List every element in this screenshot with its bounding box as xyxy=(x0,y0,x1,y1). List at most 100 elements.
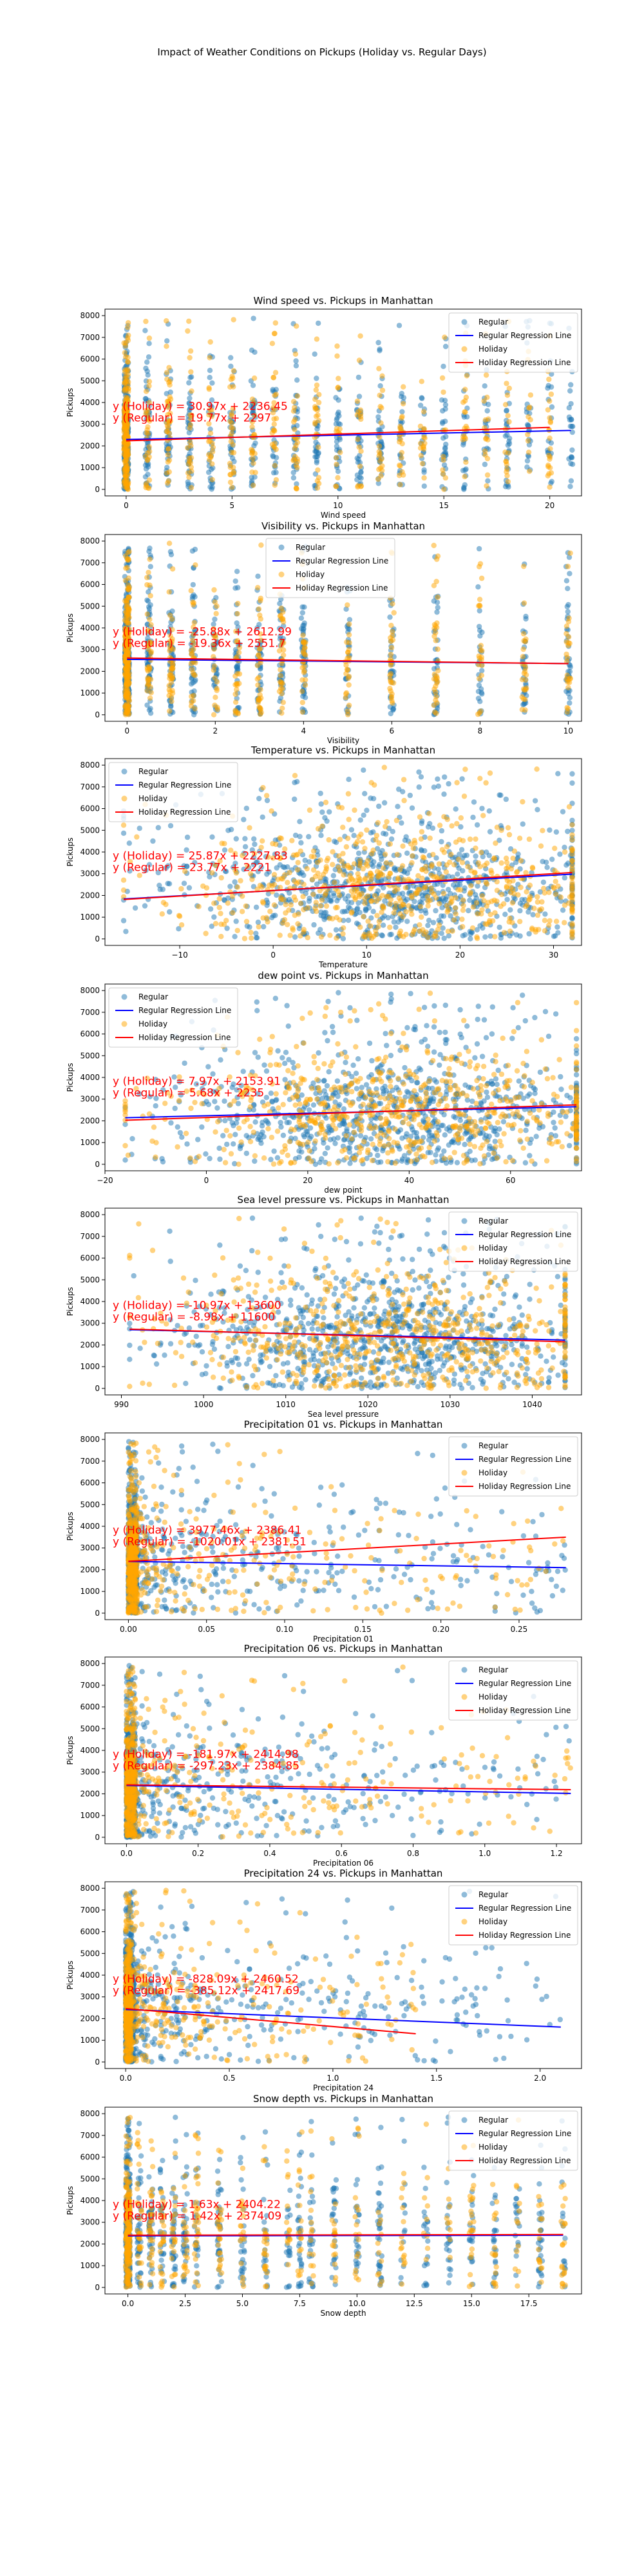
x-tick-label: 2 xyxy=(213,726,218,735)
holiday-point xyxy=(492,934,498,940)
holiday-point xyxy=(290,399,297,404)
holiday-point xyxy=(229,893,236,900)
legend-regular-marker xyxy=(278,544,285,551)
holiday-point xyxy=(426,811,432,817)
holiday-point xyxy=(402,885,409,891)
regular-point xyxy=(486,401,491,408)
regular-point xyxy=(466,907,471,914)
regular-point xyxy=(416,769,422,775)
holiday-point xyxy=(281,916,288,923)
regular-point xyxy=(381,800,388,806)
holiday-point xyxy=(211,626,216,632)
holiday-point xyxy=(120,887,127,893)
holiday-point xyxy=(242,936,248,942)
holiday-point xyxy=(285,880,290,886)
holiday-point xyxy=(258,844,264,851)
regular-point xyxy=(234,662,241,668)
holiday-point xyxy=(320,871,327,878)
holiday-point xyxy=(462,398,468,404)
regular-point xyxy=(540,858,545,865)
holiday-point xyxy=(542,890,547,896)
regular-point xyxy=(233,836,239,842)
holiday-point xyxy=(259,884,265,890)
holiday-point xyxy=(397,933,404,939)
regular-point xyxy=(479,806,485,811)
holiday-point xyxy=(243,903,249,909)
holiday-point xyxy=(482,448,488,454)
holiday-point xyxy=(341,863,347,869)
holiday-point xyxy=(278,896,284,902)
holiday-point xyxy=(401,777,407,782)
regular-point xyxy=(252,474,258,480)
holiday-point xyxy=(227,419,233,424)
holiday-point xyxy=(252,413,258,419)
regular-point xyxy=(458,824,464,830)
holiday-point xyxy=(443,869,449,875)
regular-point xyxy=(137,1091,142,1097)
legend-holiday-marker xyxy=(461,346,468,352)
holiday-point xyxy=(317,875,323,881)
regular-point xyxy=(241,866,247,873)
holiday-point xyxy=(545,462,551,468)
holiday-point xyxy=(484,921,490,927)
holiday-point xyxy=(251,851,258,857)
holiday-point xyxy=(478,643,484,649)
holiday-point xyxy=(120,877,127,883)
holiday-point xyxy=(125,486,131,493)
regular-point xyxy=(370,829,376,835)
holiday-point xyxy=(298,933,303,939)
holiday-point xyxy=(258,706,263,712)
holiday-point xyxy=(121,340,127,346)
holiday-point xyxy=(397,898,404,904)
regular-point xyxy=(475,883,480,889)
holiday-point xyxy=(256,606,262,612)
holiday-point xyxy=(148,690,154,696)
regular-point xyxy=(376,803,382,810)
regular-point xyxy=(446,1142,452,1148)
regular-point xyxy=(147,545,153,551)
regular-point xyxy=(504,432,510,438)
x-tick-label: 8 xyxy=(478,726,483,735)
holiday-point xyxy=(369,935,375,942)
regular-point xyxy=(293,363,299,369)
holiday-point xyxy=(345,676,351,681)
regular-point xyxy=(185,479,191,485)
holiday-point xyxy=(346,654,352,661)
holiday-point xyxy=(230,375,236,381)
holiday-point xyxy=(280,652,287,658)
holiday-point xyxy=(278,855,283,861)
holiday-point xyxy=(301,882,307,887)
holiday-point xyxy=(313,413,319,419)
holiday-point xyxy=(539,899,545,905)
holiday-point xyxy=(346,621,352,627)
holiday-point xyxy=(431,583,437,589)
regular-point xyxy=(533,1133,539,1139)
holiday-point xyxy=(286,907,292,913)
holiday-point xyxy=(492,910,498,916)
holiday-point xyxy=(276,688,283,694)
holiday-point xyxy=(248,929,254,936)
holiday-point xyxy=(323,866,330,872)
regular-point xyxy=(497,837,502,844)
x-axis-label: Wind speed xyxy=(321,511,366,520)
regular-point xyxy=(336,409,341,415)
regular-point xyxy=(145,372,151,378)
holiday-point xyxy=(169,616,175,622)
regular-point xyxy=(504,408,509,414)
regular-point xyxy=(440,363,446,370)
holiday-point xyxy=(123,394,129,401)
holiday-point xyxy=(494,879,500,885)
regular-point xyxy=(448,913,453,919)
holiday-point xyxy=(125,557,131,564)
holiday-point xyxy=(271,400,277,406)
holiday-point xyxy=(164,318,169,324)
holiday-point xyxy=(292,773,298,779)
x-tick-label: 20 xyxy=(545,501,554,510)
holiday-point xyxy=(143,318,149,325)
holiday-point xyxy=(465,864,471,869)
regular-point xyxy=(504,896,510,902)
regular-point xyxy=(486,1152,491,1158)
holiday-point xyxy=(434,700,440,706)
holiday-point xyxy=(502,402,509,408)
holiday-point xyxy=(401,876,407,883)
